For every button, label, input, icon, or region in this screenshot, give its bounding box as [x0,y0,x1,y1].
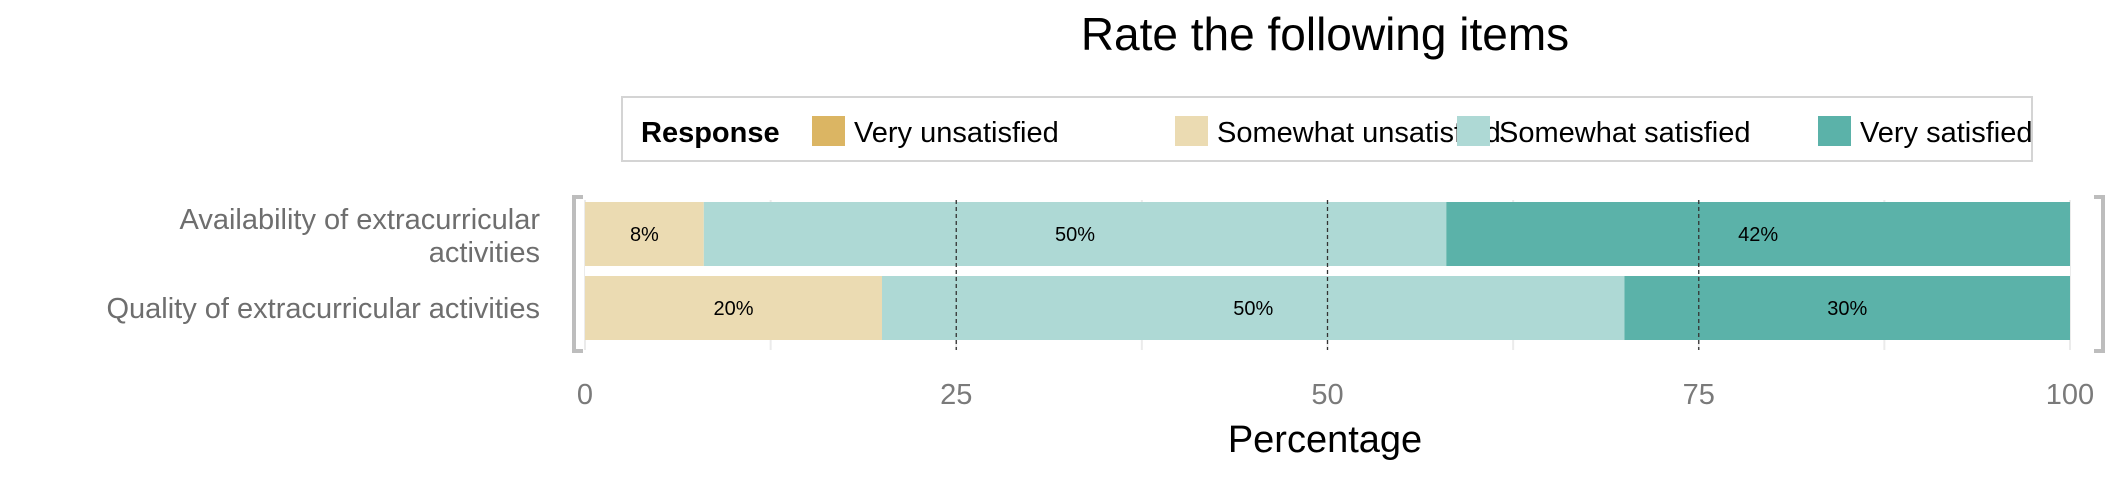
chart-title: Rate the following items [1081,8,1569,60]
bar-segment [585,276,882,340]
bar-segment [1446,202,2070,266]
x-axis-title: Percentage [1228,419,1422,461]
data-label: 42% [1738,224,1778,246]
legend-swatch [1175,116,1208,146]
y-axis-labels: Availability of extracurricular activitie… [106,204,540,325]
bar-segment [703,202,1447,266]
data-label: 30% [1827,298,1867,320]
legend-entry-label: Somewhat satisfied [1499,117,1750,149]
x-tick-label: 75 [1683,379,1715,411]
bar-segment [882,276,1625,340]
x-tick-label: 25 [940,379,972,411]
legend-entry-label: Very satisfied [1860,117,2032,149]
legend-swatch [812,116,845,146]
legend-entry-label: Very unsatisfied [854,117,1059,149]
reference-lines [955,200,1700,350]
x-tick-label: 0 [577,379,593,411]
x-axis-ticks: 0 25 50 75 100 [577,379,2094,411]
y-axis-label: Quality of extracurricular activities [106,293,540,325]
plot-area: 8% 50% 42% 20% 50% 30% [572,195,2105,353]
data-label: 20% [713,298,753,320]
data-label: 50% [1055,224,1095,246]
data-label: 50% [1233,298,1273,320]
x-tick-label: 100 [2046,379,2094,411]
legend-swatch [1818,116,1851,146]
legend-swatch [1457,116,1490,146]
y-axis-label: Availability of extracurricular activitie… [180,204,541,269]
legend-title: Response [641,117,780,149]
plot-frame [572,195,2105,353]
legend: Response Very unsatisfied Somewhat unsati… [621,96,2033,162]
legend-entry-label: Somewhat unsatisfied [1217,117,1501,149]
x-tick-label: 50 [1311,379,1343,411]
bar-segment [585,202,704,266]
data-label: 8% [630,224,659,246]
legend-box [621,96,2033,162]
